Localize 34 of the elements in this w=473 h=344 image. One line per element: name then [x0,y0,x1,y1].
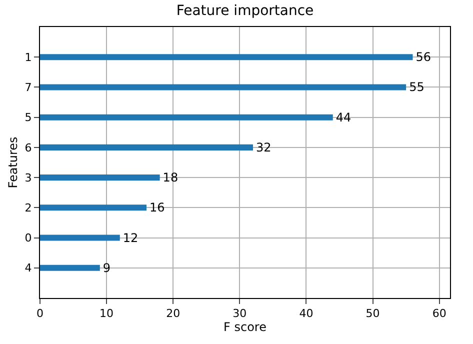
x-tick-label: 10 [100,307,114,320]
bar [40,234,120,241]
bar [40,114,333,120]
x-tick-label: 50 [366,307,380,320]
data-label: 55 [409,80,424,94]
data-label: 56 [416,50,432,64]
bar [40,84,406,90]
data-label: 16 [149,200,165,215]
y-tick-label: 0 [24,232,32,245]
x-tick-label: 30 [232,307,247,320]
y-tick-label: 1 [24,50,32,64]
chart-title: Feature importance [176,2,314,19]
data-label: 32 [256,140,272,154]
y-tick-label: 4 [24,262,32,275]
bar [40,174,160,181]
y-tick-label: 2 [24,202,32,215]
x-tick-label: 0 [36,307,44,320]
x-axis-title: F score [224,320,266,334]
x-tick-label: 40 [299,307,314,320]
bar [40,204,146,211]
data-label: 18 [162,170,178,185]
y-axis-title: Features [6,136,20,188]
data-label: 9 [102,260,111,275]
x-tick-label: 20 [166,307,180,320]
y-tick-label: 5 [24,111,32,124]
data-label: 44 [336,110,352,124]
bar [40,54,413,60]
bar [40,144,253,150]
data-label: 12 [122,230,138,245]
bar [40,264,100,271]
y-tick-label: 3 [24,171,32,184]
y-tick-label: 7 [24,81,32,94]
x-tick-label: 60 [432,307,446,320]
y-tick-label: 6 [24,141,32,154]
